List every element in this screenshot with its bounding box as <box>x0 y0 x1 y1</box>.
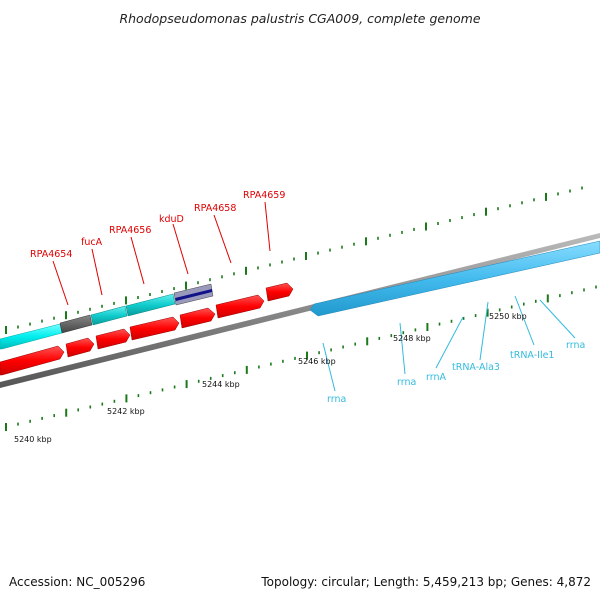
kbp-label-5242: 5242 kbp <box>107 407 145 416</box>
upper-tick-ruler <box>5 186 583 334</box>
label-rrna-4: rrna <box>566 340 585 351</box>
label-fuca: fucA <box>81 237 103 248</box>
cds-arrow-2 <box>65 337 95 358</box>
gene-kdud <box>173 283 214 306</box>
cds-arrow-4 <box>129 316 180 341</box>
leader-rpa4658 <box>213 214 232 264</box>
label-rrna-2: rrna <box>397 377 416 388</box>
label-kdud: kduD <box>159 214 184 225</box>
reverse-strand-cds <box>0 282 294 376</box>
kbp-label-5246: 5246 kbp <box>298 357 336 366</box>
genome-summary-text: Topology: circular; Length: 5,459,213 bp… <box>260 575 591 589</box>
cds-fragment-cyan <box>0 323 63 350</box>
leader-rpa4654 <box>52 260 69 306</box>
gene-rpa4654 <box>59 314 93 334</box>
label-rpa4658: RPA4658 <box>194 203 236 214</box>
label-trna-ile1: tRNA-Ile1 <box>510 350 554 361</box>
cds-arrow-3 <box>95 328 131 350</box>
leader-rrna-3 <box>435 316 464 369</box>
lower-feature-labels: rrna rrna rrnA tRNA-Ala3 tRNA-Ile1 rrna <box>322 295 585 405</box>
label-trna-ala3: tRNA-Ala3 <box>452 362 500 373</box>
leader-trna-ile1 <box>514 295 535 346</box>
label-rrna-3: rrnA <box>426 372 446 383</box>
cds-arrow-1 <box>0 345 65 376</box>
kbp-label-5250: 5250 kbp <box>489 312 527 321</box>
gene-fuca <box>90 305 128 326</box>
leader-trna-ala3 <box>479 301 489 361</box>
kbp-label-5240: 5240 kbp <box>14 435 52 444</box>
lower-tick-ruler <box>5 285 597 431</box>
label-rpa4659: RPA4659 <box>243 190 285 201</box>
leader-rrna-1 <box>322 342 336 392</box>
genome-backbone <box>0 233 600 388</box>
cds-arrow-5 <box>179 307 216 329</box>
leader-rpa4659 <box>264 201 271 252</box>
leader-rpa4656 <box>130 236 145 285</box>
label-rpa4656: RPA4656 <box>109 225 151 236</box>
upper-gene-labels: RPA4654 fucA RPA4656 kduD RPA4658 RPA465… <box>30 190 285 306</box>
forward-strand-features <box>0 283 214 350</box>
label-rrna-1: rrna <box>327 394 346 405</box>
kbp-label-5244: 5244 kbp <box>202 380 240 389</box>
rrna-operon-block <box>309 240 600 317</box>
accession-text: Accession: NC_005296 <box>9 575 145 589</box>
gene-rpa4656 <box>125 293 176 317</box>
kbp-label-5248: 5248 kbp <box>393 334 431 343</box>
leader-fuca <box>91 248 103 296</box>
map-title: Rhodopseudomonas palustris CGA009, compl… <box>119 11 480 26</box>
kbp-scale-labels: 5240 kbp 5242 kbp 5244 kbp 5246 kbp 5248… <box>14 312 527 444</box>
cds-arrow-6 <box>215 294 265 319</box>
leader-rrna-2 <box>399 322 406 375</box>
leader-kdud <box>172 223 189 275</box>
leader-rrna-4 <box>539 299 576 339</box>
cds-arrow-7 <box>265 282 294 302</box>
label-rpa4654: RPA4654 <box>30 249 72 260</box>
